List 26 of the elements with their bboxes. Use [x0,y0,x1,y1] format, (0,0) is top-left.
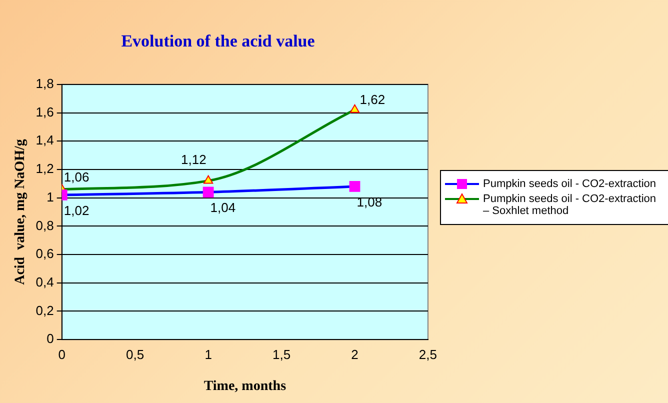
x-tick-label: 2,5 [418,346,438,362]
data-label: 1,04 [210,200,236,216]
x-tick-label: 0,5 [126,346,144,362]
x-axis-title: Time, months [204,379,287,394]
x-tick-label: 1 [204,346,212,362]
data-label: 1,12 [180,152,206,167]
y-tick-label: 1,8 [36,76,54,91]
y-tick-label: 0 [46,331,54,346]
legend-label: Pumpkin seeds oil - CO2-extraction [483,178,656,190]
data-label: 1,02 [64,203,90,218]
y-tick-label: 0,2 [36,302,54,318]
y-tick-label: 1,4 [36,132,54,148]
y-tick-label: 1,2 [36,161,54,176]
x-tick-label: 0 [58,346,66,362]
y-tick-label: 1 [46,189,54,204]
y-tick-label: 0,4 [36,274,54,290]
y-tick-label: 1,6 [36,104,54,120]
legend-label: Pumpkin seeds oil - CO2-extraction – Soxhlet method [483,193,658,217]
x-tick-label: 1,5 [272,346,291,362]
data-label: 1,06 [64,169,90,184]
y-axis-title: Acid value, mg NaOH/g [13,139,28,285]
x-tick-label: 2 [351,346,358,362]
chart-title: Evolution of the acid value [121,32,316,51]
y-tick-label: 0,6 [36,246,54,262]
data-label: 1,62 [360,92,386,107]
y-tick-label: 0,8 [36,218,54,233]
